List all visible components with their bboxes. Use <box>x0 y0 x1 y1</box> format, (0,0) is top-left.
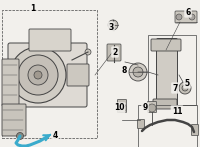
FancyBboxPatch shape <box>29 29 71 51</box>
Circle shape <box>85 49 91 55</box>
FancyBboxPatch shape <box>118 100 127 112</box>
Circle shape <box>129 63 147 81</box>
FancyBboxPatch shape <box>192 125 198 136</box>
Text: 11: 11 <box>172 106 182 116</box>
Text: 3: 3 <box>108 22 114 31</box>
FancyBboxPatch shape <box>107 44 121 61</box>
Circle shape <box>133 67 143 77</box>
Text: 6: 6 <box>185 7 191 16</box>
Circle shape <box>10 47 66 103</box>
Circle shape <box>18 55 58 95</box>
Bar <box>148 35 196 105</box>
Circle shape <box>179 82 191 94</box>
FancyBboxPatch shape <box>2 59 19 106</box>
Text: 1: 1 <box>30 4 36 12</box>
Bar <box>138 105 197 147</box>
FancyBboxPatch shape <box>175 11 197 23</box>
Text: 8: 8 <box>121 66 127 75</box>
Circle shape <box>118 103 127 112</box>
FancyBboxPatch shape <box>156 39 178 106</box>
FancyBboxPatch shape <box>8 43 87 107</box>
Text: 5: 5 <box>184 78 190 87</box>
Circle shape <box>28 65 48 85</box>
Circle shape <box>16 132 24 140</box>
FancyBboxPatch shape <box>67 64 89 86</box>
Text: 2: 2 <box>112 47 118 56</box>
Text: 7: 7 <box>172 83 178 92</box>
Text: 4: 4 <box>52 131 58 140</box>
Bar <box>2 10 97 138</box>
Text: 9: 9 <box>142 103 148 112</box>
Circle shape <box>34 71 42 79</box>
Text: 10: 10 <box>114 103 124 112</box>
Circle shape <box>176 14 182 20</box>
Circle shape <box>108 20 118 30</box>
Circle shape <box>148 104 156 112</box>
FancyBboxPatch shape <box>138 120 144 128</box>
FancyBboxPatch shape <box>151 39 181 51</box>
FancyBboxPatch shape <box>2 104 26 136</box>
Circle shape <box>189 14 195 20</box>
Circle shape <box>182 85 188 91</box>
FancyBboxPatch shape <box>148 101 156 112</box>
FancyBboxPatch shape <box>153 99 177 109</box>
